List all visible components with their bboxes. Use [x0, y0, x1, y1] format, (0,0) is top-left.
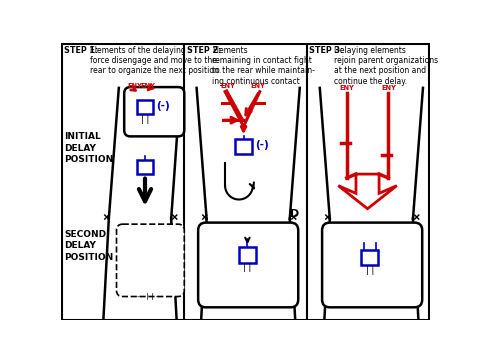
Text: ×: ×	[200, 212, 207, 225]
Text: SECOND
DELAY
POSITION: SECOND DELAY POSITION	[64, 230, 114, 262]
Text: (-): (-)	[255, 140, 269, 150]
Text: ENY: ENY	[381, 85, 396, 91]
FancyBboxPatch shape	[124, 87, 184, 136]
Text: (-): (-)	[156, 101, 170, 111]
FancyBboxPatch shape	[116, 224, 184, 297]
Text: STEP 2:: STEP 2:	[187, 45, 221, 54]
Text: ENY: ENY	[339, 85, 354, 91]
FancyBboxPatch shape	[322, 222, 422, 307]
Text: ×: ×	[323, 212, 331, 225]
Bar	[239, 247, 256, 263]
Text: | |: | |	[365, 266, 374, 275]
Text: ×: ×	[171, 212, 178, 225]
Text: ENY: ENY	[221, 83, 236, 89]
FancyBboxPatch shape	[198, 222, 298, 307]
Text: STEP 1:: STEP 1:	[64, 45, 98, 54]
Bar	[137, 160, 153, 174]
Text: ENY: ENY	[141, 83, 156, 89]
Text: D: D	[290, 209, 299, 219]
Text: | |: | |	[243, 264, 251, 273]
Text: Elements
remaining in contact fight
to the rear while maintain-
ing continuous c: Elements remaining in contact fight to t…	[212, 45, 315, 86]
Text: ×: ×	[289, 212, 297, 225]
Text: Delaying elements
rejoin parent organizations
at the next position and
continue : Delaying elements rejoin parent organiza…	[334, 45, 439, 86]
Text: INITIAL
DELAY
POSITION: INITIAL DELAY POSITION	[64, 132, 114, 165]
Text: ENY: ENY	[250, 83, 265, 89]
Bar	[137, 100, 153, 114]
Text: - - | | - -: - - | | - -	[137, 293, 163, 301]
Text: ×: ×	[412, 212, 420, 225]
Polygon shape	[338, 174, 397, 209]
Text: ENY: ENY	[127, 83, 142, 89]
Text: | |: | |	[141, 115, 149, 124]
Bar	[361, 249, 378, 265]
Text: Elements of the delaying
force disengage and move to the
rear to organize the ne: Elements of the delaying force disengage…	[90, 45, 221, 75]
Bar	[235, 139, 252, 154]
Text: STEP 3:: STEP 3:	[309, 45, 343, 54]
Text: ×: ×	[102, 212, 110, 225]
